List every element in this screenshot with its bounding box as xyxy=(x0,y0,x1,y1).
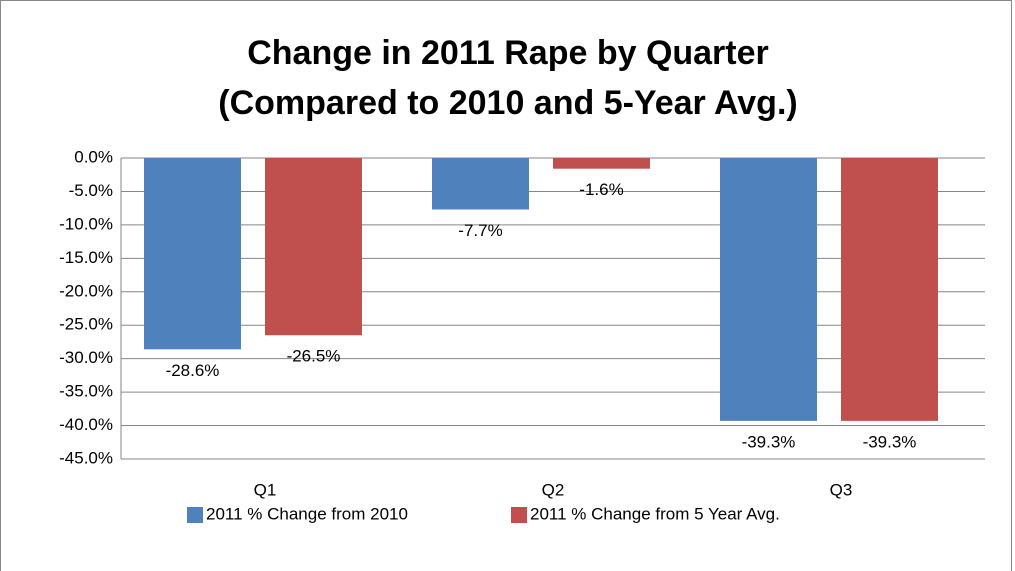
data-label: -26.5% xyxy=(287,347,341,366)
legend-label: 2011 % Change from 5 Year Avg. xyxy=(530,504,780,523)
chart-title: Change in 2011 Rape by Quarter xyxy=(247,34,769,72)
data-label: -39.3% xyxy=(742,432,796,451)
bar xyxy=(720,158,817,421)
x-tick-label: Q3 xyxy=(830,480,853,499)
y-tick-label: -15.0% xyxy=(59,248,113,267)
y-tick-label: -5.0% xyxy=(69,181,113,200)
x-tick-label: Q2 xyxy=(542,480,565,499)
bar xyxy=(265,158,362,336)
y-tick-label: -45.0% xyxy=(59,448,113,467)
data-label: -1.6% xyxy=(579,180,623,199)
data-label: -28.6% xyxy=(166,361,220,380)
bar xyxy=(144,158,241,350)
y-tick-label: -30.0% xyxy=(59,348,113,367)
bar xyxy=(432,158,529,210)
data-label: -7.7% xyxy=(458,221,502,240)
legend-swatch xyxy=(187,507,203,523)
y-tick-label: -35.0% xyxy=(59,382,113,401)
y-tick-label: -40.0% xyxy=(59,415,113,434)
y-tick-label: -10.0% xyxy=(59,214,113,233)
legend-swatch xyxy=(511,507,527,523)
y-tick-label: -20.0% xyxy=(59,281,113,300)
bar xyxy=(553,158,650,169)
y-tick-label: 0.0% xyxy=(74,147,113,166)
legend-label: 2011 % Change from 2010 xyxy=(206,504,408,523)
data-label: -39.3% xyxy=(863,432,917,451)
x-tick-label: Q1 xyxy=(254,480,277,499)
y-tick-label: -25.0% xyxy=(59,315,113,334)
chart-title: (Compared to 2010 and 5-Year Avg.) xyxy=(218,84,797,122)
bar xyxy=(841,158,938,421)
